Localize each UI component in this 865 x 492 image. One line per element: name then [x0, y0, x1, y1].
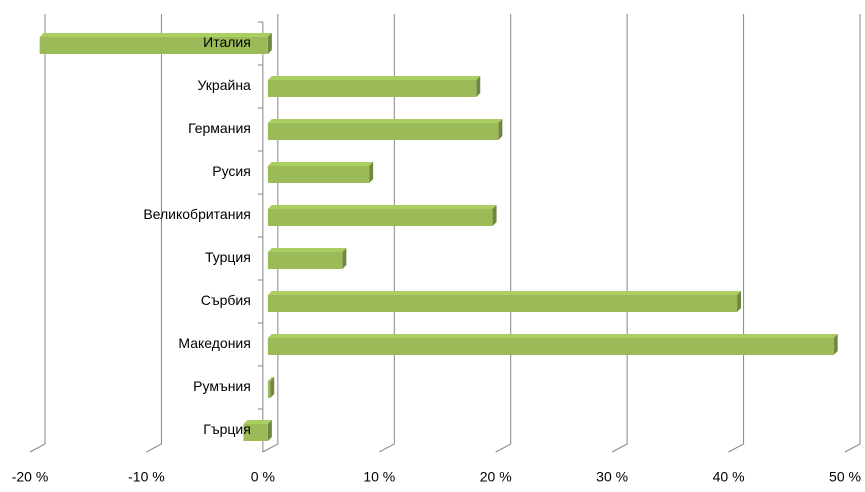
- y-tick-label: Сърбия: [201, 292, 251, 308]
- grid-line: [728, 14, 745, 453]
- bar: [267, 334, 838, 355]
- y-tick-label: Русия: [212, 163, 251, 179]
- x-tick-label: 10 %: [363, 469, 395, 485]
- x-tick-label: 50 %: [829, 469, 861, 485]
- x-tick-label: 0 %: [251, 469, 275, 485]
- x-tick-label: 30 %: [596, 469, 628, 485]
- bar: [267, 162, 374, 183]
- grid-line: [146, 14, 162, 453]
- bar-face: [267, 248, 347, 252]
- bar-face: [267, 119, 503, 123]
- bar-face: [498, 119, 503, 140]
- y-tick-label: Италия: [203, 34, 251, 50]
- bar-face: [267, 334, 838, 338]
- bar-face: [369, 162, 374, 183]
- grid-line: [262, 14, 279, 453]
- y-tick-label: Великобритания: [143, 206, 251, 222]
- bar-face: [267, 33, 272, 54]
- y-tick-label: Украйна: [198, 77, 252, 93]
- bar: [267, 248, 347, 269]
- x-tick-label: 40 %: [713, 469, 745, 485]
- grid-line: [29, 14, 46, 453]
- bar-face: [267, 291, 742, 295]
- y-tick-label: Македония: [178, 335, 250, 351]
- bar: [267, 119, 503, 140]
- bar-face: [267, 338, 834, 355]
- bar-face: [267, 76, 481, 80]
- bar-face: [270, 377, 275, 398]
- grid-line: [611, 14, 628, 453]
- bar-face: [267, 166, 370, 183]
- bar: [267, 205, 497, 226]
- bar-face: [39, 33, 272, 37]
- bar-face: [267, 252, 343, 269]
- bar: [267, 76, 481, 97]
- y-tick-label: Румъния: [193, 378, 251, 394]
- bar: [267, 377, 275, 398]
- x-tick-label: 20 %: [480, 469, 512, 485]
- bar-face: [243, 420, 272, 424]
- bar-face: [267, 123, 499, 140]
- bar-face: [267, 377, 275, 381]
- bar-face: [267, 205, 497, 209]
- grid-line: [379, 14, 395, 453]
- grid-line: [844, 14, 861, 453]
- bar: [267, 291, 742, 312]
- bar-face: [243, 424, 268, 441]
- bar-face: [267, 420, 272, 441]
- y-tick-label: Гърция: [203, 421, 251, 437]
- bar-face: [737, 291, 742, 312]
- bar-face: [833, 334, 838, 355]
- bar: [39, 33, 272, 54]
- bar: [243, 420, 272, 441]
- bar-face: [267, 295, 738, 312]
- bar-face: [342, 248, 347, 269]
- bar-face: [267, 80, 477, 97]
- x-tick-label: -10 %: [128, 469, 165, 485]
- grid-line: [495, 14, 512, 453]
- bar-face: [492, 205, 497, 226]
- y-tick-label: Турция: [205, 249, 251, 265]
- y-tick-label: Германия: [188, 120, 251, 136]
- bar-face: [39, 37, 268, 54]
- bar-face: [267, 381, 271, 398]
- bar-face: [476, 76, 481, 97]
- x-tick-label: -20 %: [12, 469, 49, 485]
- bar-face: [267, 209, 493, 226]
- bar-face: [267, 162, 374, 166]
